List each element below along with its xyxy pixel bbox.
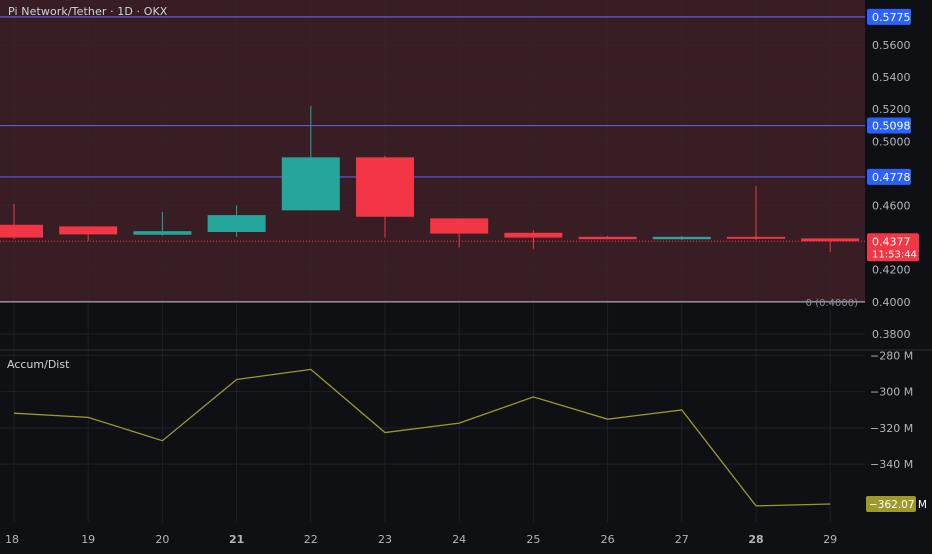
indicator-title: Accum/Dist bbox=[7, 358, 70, 371]
indicator-tick-label: −340 M bbox=[870, 458, 913, 471]
candle bbox=[801, 238, 860, 253]
indicator-tick-label: −300 M bbox=[870, 386, 913, 399]
level-label: 0.4778 bbox=[872, 171, 911, 184]
candle bbox=[430, 218, 489, 248]
candle bbox=[504, 230, 563, 249]
candle bbox=[207, 205, 266, 237]
level-label-bg bbox=[867, 8, 911, 25]
candle-body bbox=[652, 236, 711, 240]
candle-body bbox=[727, 236, 785, 239]
candles-layer bbox=[0, 105, 860, 253]
price-tick-label: 0.5200 bbox=[872, 103, 911, 116]
candle-body bbox=[59, 226, 118, 235]
x-tick-label: 27 bbox=[675, 533, 689, 546]
x-tick-label: 19 bbox=[81, 533, 95, 546]
candle bbox=[133, 211, 192, 236]
indicator-tick-label: −320 M bbox=[870, 422, 913, 435]
candle-body bbox=[801, 238, 860, 242]
candle bbox=[727, 186, 785, 241]
candle-body bbox=[281, 157, 340, 211]
candle-body bbox=[430, 218, 489, 234]
price-tick-label: 0.3800 bbox=[872, 328, 911, 341]
candle-body bbox=[133, 231, 192, 235]
level-label-bg bbox=[867, 117, 911, 134]
candle bbox=[652, 236, 711, 241]
x-tick-label: 22 bbox=[304, 533, 318, 546]
price-zone-layer: 0 (0.4000) bbox=[0, 0, 865, 309]
candle bbox=[578, 236, 637, 240]
candle-body bbox=[356, 157, 414, 217]
price-tick-label: 0.5600 bbox=[872, 39, 911, 52]
level-label: 0.5098 bbox=[872, 120, 911, 133]
indicator-value-tag-bg bbox=[866, 496, 916, 513]
x-tick-label: 24 bbox=[452, 533, 466, 546]
x-tick-label: 20 bbox=[155, 533, 169, 546]
last-price-tag-bg bbox=[867, 233, 919, 262]
candle-body bbox=[504, 232, 563, 238]
x-tick-label: 18 bbox=[5, 533, 19, 546]
baseline-label: 0 (0.4000) bbox=[806, 298, 858, 309]
x-tick-label: 29 bbox=[823, 533, 837, 546]
candle bbox=[59, 226, 118, 241]
price-zone bbox=[0, 0, 865, 302]
candle-body bbox=[0, 224, 43, 238]
price-tick-label: 0.5000 bbox=[872, 135, 911, 148]
level-label-bg bbox=[867, 168, 911, 185]
level-label: 0.5775 bbox=[872, 11, 911, 24]
indicator-tick-label: −280 M bbox=[870, 349, 913, 362]
price-tick-label: 0.5400 bbox=[872, 71, 911, 84]
candle bbox=[356, 155, 414, 238]
level-lines-layer bbox=[0, 16, 865, 242]
candle-body bbox=[578, 236, 637, 240]
price-tick-label: 0.4000 bbox=[872, 296, 911, 309]
price-tick-label: 0.4200 bbox=[872, 264, 911, 277]
candle bbox=[0, 203, 43, 240]
price-tick-label: 0.4600 bbox=[872, 200, 911, 213]
countdown-label: 11:53:44 bbox=[872, 249, 917, 260]
last-price-label: 0.4377 bbox=[872, 235, 911, 248]
candle-body bbox=[207, 215, 266, 232]
x-tick-label: 25 bbox=[526, 533, 540, 546]
x-tick-label: 23 bbox=[378, 533, 392, 546]
x-tick-label: 28 bbox=[748, 533, 763, 546]
candle bbox=[281, 105, 340, 211]
axes-layer: 0.5600 0.5400 0.5200 0.5000 0.4600 0.4200 0.40… bbox=[5, 8, 927, 546]
x-tick-label: 26 bbox=[601, 533, 615, 546]
chart-title: Pi Network/Tether · 1D · OKX bbox=[8, 5, 168, 18]
accum-dist-layer bbox=[13, 368, 831, 507]
accum-dist-line bbox=[13, 368, 831, 507]
x-tick-label: 21 bbox=[229, 533, 244, 546]
indicator-value-label: −362.07 M bbox=[869, 499, 927, 511]
